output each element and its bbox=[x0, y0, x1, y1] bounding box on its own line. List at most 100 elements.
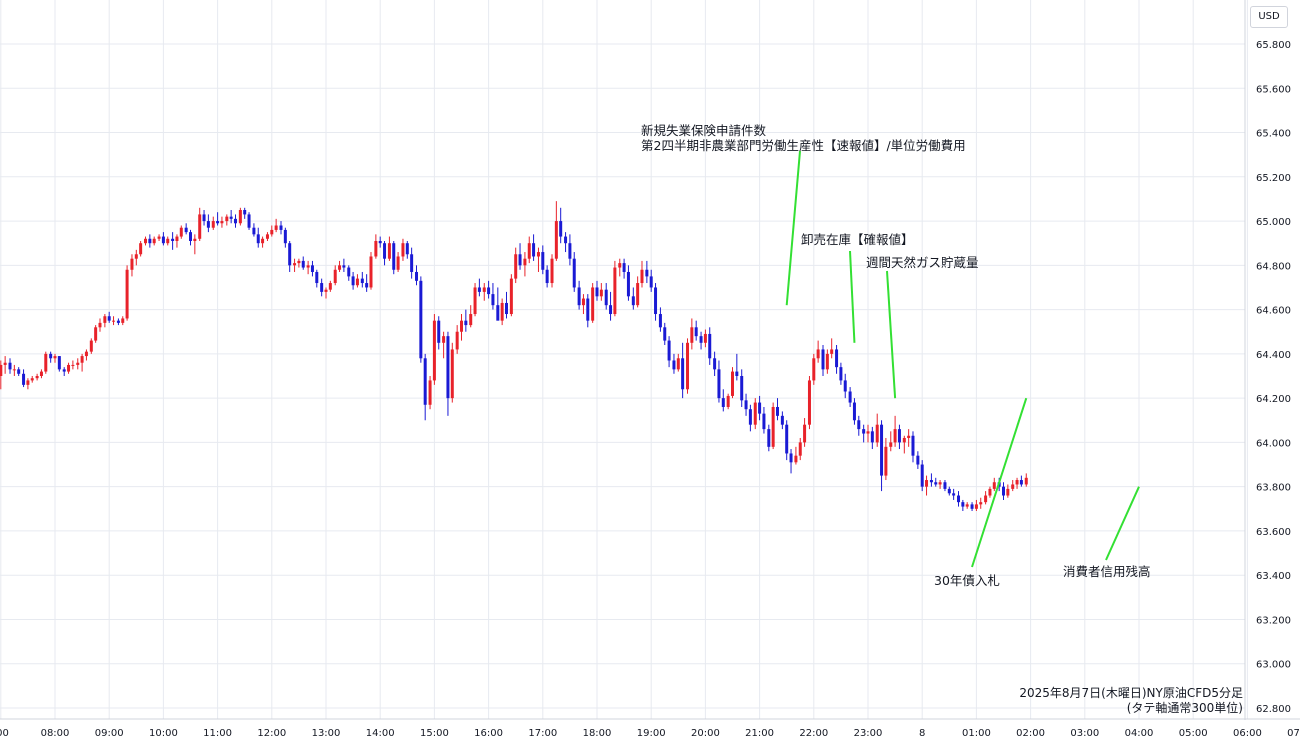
price-axis[interactable]: 65.800 65.600 65.400 65.200 65.000 64.800 64.6… bbox=[1256, 40, 1291, 715]
candle-body bbox=[198, 214, 202, 239]
candle-body bbox=[53, 356, 57, 359]
candle bbox=[758, 395, 762, 421]
candle bbox=[238, 207, 242, 226]
candle bbox=[157, 234, 161, 241]
candle bbox=[676, 353, 680, 372]
candle-body bbox=[310, 265, 314, 272]
candle bbox=[333, 265, 337, 286]
candle bbox=[387, 236, 391, 261]
candle bbox=[243, 207, 247, 219]
candle bbox=[645, 260, 649, 284]
price-tick-label: 64.000 bbox=[1256, 438, 1291, 449]
candle bbox=[952, 488, 956, 500]
candle-body bbox=[541, 252, 545, 270]
candle-body bbox=[658, 314, 662, 328]
candle-body bbox=[49, 353, 53, 359]
candle bbox=[753, 398, 757, 430]
candle-body bbox=[672, 360, 676, 370]
candle-body bbox=[297, 260, 301, 264]
candle bbox=[89, 338, 93, 354]
annotation-label: 週間天然ガス貯蔵量 bbox=[866, 255, 979, 270]
currency-badge[interactable]: USD bbox=[1250, 6, 1288, 28]
candle-body bbox=[134, 254, 138, 259]
annotation-leader-line bbox=[785, 150, 801, 306]
candle-body bbox=[392, 243, 396, 270]
candle-body bbox=[640, 269, 644, 284]
price-tick-label: 62.800 bbox=[1256, 704, 1291, 715]
candle bbox=[681, 342, 685, 399]
candle bbox=[274, 218, 278, 233]
annotation-label: 消費者信用残高 bbox=[1063, 564, 1151, 579]
candle-body bbox=[220, 221, 224, 224]
candle-body bbox=[572, 258, 576, 288]
candle bbox=[378, 236, 382, 248]
time-tick-label: 23:00 bbox=[854, 728, 883, 739]
candle-body bbox=[979, 502, 983, 505]
candle bbox=[301, 256, 305, 270]
candle-body bbox=[171, 238, 175, 241]
candle-body bbox=[825, 353, 829, 370]
time-tick-label: 22:00 bbox=[799, 728, 828, 739]
candle-body bbox=[491, 294, 495, 306]
time-axis[interactable]: :00 08:00 09:00 10:00 11:00 12:00 13:00 14:00 15… bbox=[0, 728, 1300, 739]
candle-body bbox=[758, 402, 762, 414]
candle-body bbox=[243, 210, 247, 215]
candle-body bbox=[916, 455, 920, 465]
candle-body bbox=[405, 243, 409, 255]
candle bbox=[496, 287, 500, 321]
candle-body bbox=[351, 276, 355, 286]
candle-body bbox=[265, 234, 269, 239]
candle bbox=[694, 320, 698, 341]
candle-body bbox=[740, 376, 744, 401]
candle-body bbox=[880, 424, 884, 476]
candle bbox=[880, 420, 884, 492]
candle bbox=[94, 325, 98, 343]
candle-body bbox=[161, 236, 165, 244]
candle-body bbox=[866, 431, 870, 434]
candle-body bbox=[690, 327, 694, 343]
candle bbox=[690, 318, 694, 350]
candle bbox=[581, 294, 585, 315]
candle bbox=[667, 336, 671, 368]
candle-body bbox=[1015, 480, 1019, 485]
candle-body bbox=[500, 302, 504, 321]
candle bbox=[992, 477, 996, 492]
candle bbox=[252, 223, 256, 237]
candle bbox=[731, 367, 734, 399]
candle-body bbox=[107, 316, 111, 321]
candle-body bbox=[703, 333, 707, 343]
candle-body bbox=[626, 271, 630, 297]
candle bbox=[261, 236, 265, 248]
candle-body bbox=[184, 227, 188, 233]
candle bbox=[866, 424, 870, 443]
candle-body bbox=[477, 287, 481, 292]
candle bbox=[889, 431, 893, 452]
candle-body bbox=[581, 298, 585, 306]
candle-body bbox=[487, 287, 491, 295]
candle bbox=[780, 411, 784, 430]
candle bbox=[233, 214, 237, 228]
time-tick-label: 21:00 bbox=[745, 728, 774, 739]
candle bbox=[206, 214, 210, 233]
candle bbox=[103, 314, 107, 328]
time-tick-label: 20:00 bbox=[691, 728, 720, 739]
price-tick-label: 63.600 bbox=[1256, 527, 1291, 538]
candle bbox=[893, 415, 897, 447]
candle bbox=[500, 298, 504, 326]
time-tick-label: 08:00 bbox=[41, 728, 70, 739]
candle bbox=[464, 309, 468, 332]
candle bbox=[67, 362, 71, 374]
candle bbox=[256, 227, 260, 248]
candle-body bbox=[726, 395, 730, 407]
price-tick-label: 64.800 bbox=[1256, 261, 1291, 272]
candle bbox=[735, 353, 739, 381]
candle bbox=[717, 360, 721, 403]
candle bbox=[803, 418, 807, 447]
candle bbox=[189, 229, 192, 246]
candle-body bbox=[328, 283, 332, 290]
candle bbox=[532, 234, 536, 261]
candle bbox=[708, 327, 712, 365]
candle-body bbox=[911, 435, 915, 456]
candle-body bbox=[970, 504, 974, 509]
